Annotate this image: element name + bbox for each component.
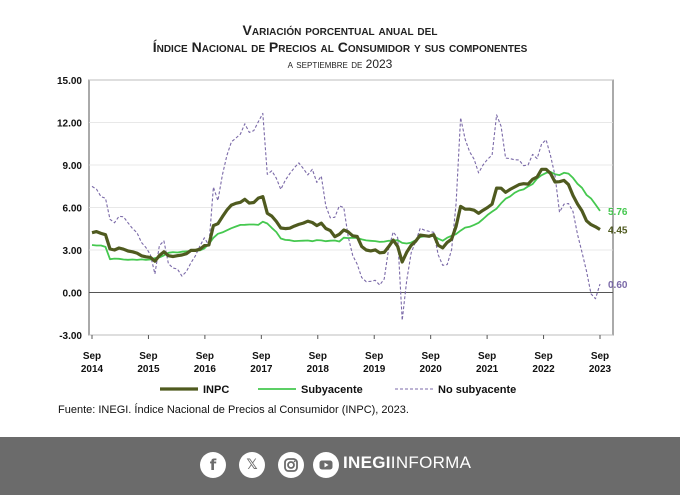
x-tick-year: 2019 bbox=[363, 364, 386, 375]
x-tick-month: Sep bbox=[139, 351, 157, 362]
x-tick-month: Sep bbox=[478, 351, 496, 362]
series-line-subyacente bbox=[91, 171, 601, 261]
x-tick-month: Sep bbox=[252, 351, 270, 362]
x-tick-month: Sep bbox=[196, 351, 214, 362]
x-tick-month: Sep bbox=[365, 351, 383, 362]
x-tick-month: Sep bbox=[591, 351, 609, 362]
x-tick-year: 2023 bbox=[589, 364, 612, 375]
x-tick-year: 2018 bbox=[307, 364, 330, 375]
y-tick-label: -3.00 bbox=[59, 331, 82, 342]
x-tick-year: 2016 bbox=[194, 364, 217, 375]
end-labels: 4.45 5.76 0.60 bbox=[608, 207, 628, 291]
x-tick-year: 2015 bbox=[137, 364, 160, 375]
end-value-label: 5.76 bbox=[608, 207, 628, 218]
y-tick-label: 15.00 bbox=[57, 76, 82, 87]
x-tick-year: 2014 bbox=[81, 364, 104, 375]
x-tick-year: 2021 bbox=[476, 364, 499, 375]
end-value-label: 0.60 bbox=[608, 280, 628, 291]
chart-subtitle: a septiembre de 2023 bbox=[287, 57, 393, 71]
chart-title-line2: Índice Nacional de Precios al Consumidor… bbox=[152, 39, 528, 55]
facebook-icon[interactable]: f bbox=[200, 452, 226, 478]
brand-light: INFORMA bbox=[390, 453, 472, 472]
y-tick-label: 3.00 bbox=[63, 246, 83, 257]
y-tick-label: 12.00 bbox=[57, 119, 82, 130]
source-note: Fuente: INEGI. Índice Nacional de Precio… bbox=[58, 404, 409, 416]
brand-bold: INEGI bbox=[343, 453, 391, 472]
youtube-icon[interactable] bbox=[313, 452, 339, 478]
legend: INPC Subyacente No subyacente bbox=[160, 384, 516, 396]
y-tick-label: 9.00 bbox=[63, 161, 83, 172]
x-tick-month: Sep bbox=[534, 351, 552, 362]
x-tick-year: 2020 bbox=[420, 364, 443, 375]
x-twitter-icon[interactable]: 𝕏 bbox=[239, 452, 265, 478]
x-tick-month: Sep bbox=[83, 351, 101, 362]
line-chart: 15.0012.009.006.003.000.00-3.00Sep2014Se… bbox=[57, 76, 628, 396]
series-line-inpc bbox=[91, 167, 601, 264]
chart-title-line1: Variación porcentual anual del bbox=[242, 22, 438, 38]
x-tick-month: Sep bbox=[309, 351, 327, 362]
x-tick-year: 2022 bbox=[532, 364, 555, 375]
brand-wordmark[interactable]: INEGIINFORMA bbox=[343, 453, 471, 473]
end-value-label: 4.45 bbox=[608, 225, 628, 236]
y-tick-label: 6.00 bbox=[63, 204, 83, 215]
footer-bar: f 𝕏 INEGIINFORMA bbox=[0, 437, 680, 495]
instagram-icon[interactable] bbox=[278, 452, 304, 478]
legend-label: No subyacente bbox=[438, 384, 516, 396]
axes: 15.0012.009.006.003.000.00-3.00Sep2014Se… bbox=[57, 76, 612, 375]
y-tick-label: 0.00 bbox=[63, 289, 83, 300]
x-tick-month: Sep bbox=[421, 351, 439, 362]
x-tick-year: 2017 bbox=[250, 364, 273, 375]
series-lines bbox=[91, 112, 601, 321]
legend-label: INPC bbox=[203, 384, 229, 396]
legend-label: Subyacente bbox=[301, 384, 363, 396]
